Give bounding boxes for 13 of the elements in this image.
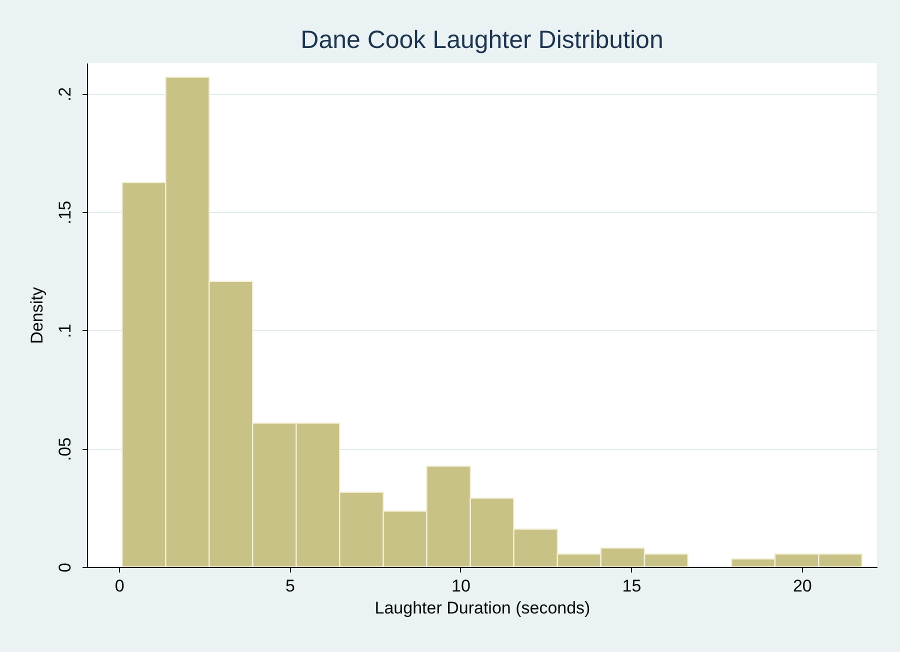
y-axis-title: Density: [28, 286, 46, 344]
y-tick-label: .05: [56, 437, 74, 462]
y-tick-label: .1: [56, 324, 74, 338]
x-tick-label: 0: [114, 576, 124, 596]
x-tick-label: 10: [452, 576, 470, 596]
x-tick-label: 5: [286, 576, 296, 596]
x-axis-title: Laughter Duration (seconds): [374, 598, 590, 618]
y-tick-label: .15: [56, 200, 74, 224]
y-tick-label: 0: [56, 562, 74, 572]
y-tick-label: .2: [56, 87, 74, 102]
x-tick-label: 15: [622, 576, 642, 596]
chart-title: Dane Cook Laughter Distribution: [300, 26, 664, 54]
x-tick-label: 20: [792, 576, 812, 596]
